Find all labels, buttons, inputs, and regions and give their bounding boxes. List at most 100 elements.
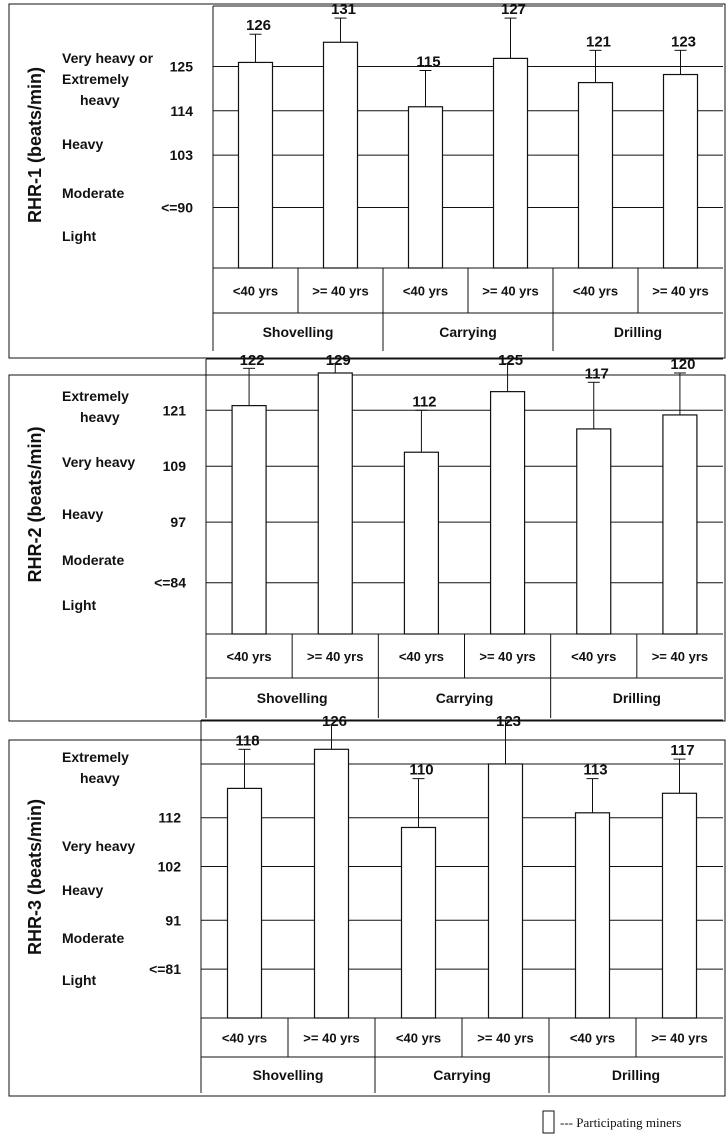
- legend: --- Participating miners: [543, 1111, 681, 1133]
- data-label: 129: [326, 352, 351, 369]
- bar: [404, 452, 438, 634]
- chart-panel-2: RHR-2 (beats/min) <=84 97 109 121 Light Modera…: [9, 352, 725, 721]
- data-label: 123: [671, 33, 696, 50]
- category-label: <40 yrs: [233, 284, 278, 299]
- category-label: <40 yrs: [222, 1031, 267, 1046]
- bar: [489, 764, 523, 1018]
- category-label: <40 yrs: [570, 1031, 615, 1046]
- legend-swatch: [543, 1111, 554, 1133]
- bar: [663, 793, 697, 1018]
- legend-label: --- Participating miners: [560, 1115, 681, 1130]
- group-label: Carrying: [439, 324, 497, 340]
- chart-panel-3: RHR-3 (beats/min) <=81 91 102 112 Light Modera…: [9, 713, 725, 1096]
- bar: [402, 827, 436, 1018]
- category-label: <40 yrs: [396, 1031, 441, 1046]
- y-axis-label: RHR-3 (beats/min): [25, 799, 45, 955]
- category-label: >= 40 yrs: [312, 284, 368, 299]
- threshold-label: 112: [158, 810, 181, 826]
- group-label: Carrying: [436, 690, 494, 706]
- data-label: 117: [670, 742, 694, 759]
- zone-label: Moderate: [62, 185, 124, 201]
- group-label: Shovelling: [257, 690, 328, 706]
- y-axis-label: RHR-2 (beats/min): [25, 426, 45, 582]
- zone-label: Heavy: [62, 136, 103, 152]
- group-label: Drilling: [612, 1067, 660, 1083]
- category-label: >= 40 yrs: [652, 649, 708, 664]
- zone-label: Heavy: [62, 882, 103, 898]
- data-label: 126: [322, 713, 347, 730]
- group-label: Shovelling: [263, 324, 334, 340]
- bar: [318, 373, 352, 634]
- category-label: >= 40 yrs: [477, 1031, 533, 1046]
- threshold-label: <=90: [161, 200, 193, 216]
- category-label: >= 40 yrs: [307, 649, 363, 664]
- group-label: Carrying: [433, 1067, 491, 1083]
- threshold-label: 109: [163, 458, 187, 474]
- threshold-label: 121: [163, 402, 187, 418]
- data-label: 115: [416, 53, 440, 70]
- data-label: 113: [583, 762, 607, 779]
- bar: [232, 406, 266, 634]
- data-label: 117: [585, 365, 609, 382]
- category-label: >= 40 yrs: [482, 284, 538, 299]
- threshold-label: 91: [165, 912, 181, 928]
- data-label: 126: [246, 17, 271, 34]
- data-label: 110: [409, 762, 433, 779]
- data-label: 121: [586, 33, 611, 50]
- category-label: <40 yrs: [399, 649, 444, 664]
- data-label: 127: [501, 1, 526, 18]
- bar: [409, 107, 443, 268]
- category-label: <40 yrs: [571, 649, 616, 664]
- threshold-label: 114: [170, 103, 193, 119]
- bar: [491, 392, 525, 634]
- zone-label: Light: [62, 228, 97, 244]
- zone-label: Heavy: [62, 506, 103, 522]
- category-label: <40 yrs: [573, 284, 618, 299]
- category-label: <40 yrs: [226, 649, 271, 664]
- bar: [324, 42, 358, 268]
- panel-frame: [9, 740, 725, 1096]
- zone-label: Light: [62, 972, 97, 988]
- threshold-label: <=81: [149, 961, 181, 977]
- group-label: Shovelling: [253, 1067, 324, 1083]
- data-label: 112: [412, 393, 436, 410]
- threshold-label: 125: [170, 58, 194, 74]
- bar: [663, 415, 697, 634]
- category-label: >= 40 yrs: [651, 1031, 707, 1046]
- threshold-label: 97: [170, 514, 186, 530]
- bar: [228, 788, 262, 1018]
- category-label: >= 40 yrs: [303, 1031, 359, 1046]
- panel-frame: [9, 375, 725, 721]
- threshold-label: <=84: [154, 575, 186, 591]
- group-label: Drilling: [614, 324, 662, 340]
- category-label: <40 yrs: [403, 284, 448, 299]
- data-label: 125: [498, 352, 523, 369]
- bar: [315, 749, 349, 1018]
- zone-label: Very heavy: [62, 454, 135, 470]
- zone-label: Moderate: [62, 930, 124, 946]
- data-label: 123: [496, 713, 521, 730]
- zone-label: Extremely heavy: [62, 388, 129, 425]
- data-label: 118: [235, 732, 259, 749]
- zone-label: Extremely heavy: [62, 749, 129, 786]
- data-label: 131: [331, 1, 356, 18]
- bar: [577, 429, 611, 634]
- category-label: >= 40 yrs: [479, 649, 535, 664]
- zone-label: Very heavy: [62, 838, 135, 854]
- threshold-label: 103: [170, 147, 194, 163]
- bar: [579, 83, 613, 268]
- zone-label: Light: [62, 597, 97, 613]
- zone-label: Moderate: [62, 552, 124, 568]
- bar: [494, 58, 528, 268]
- bar: [664, 75, 698, 268]
- data-label: 122: [240, 352, 265, 369]
- y-axis-label: RHR-1 (beats/min): [25, 67, 45, 223]
- bar: [576, 813, 610, 1018]
- group-label: Drilling: [613, 690, 661, 706]
- chart-panel-1: RHR-1 (beats/min) <=90 103 114 125 Light Moder…: [9, 1, 725, 358]
- data-label: 120: [670, 356, 695, 373]
- zone-label: Very heavy or Extremely heavy: [62, 50, 154, 108]
- bar: [239, 62, 273, 268]
- category-label: >= 40 yrs: [652, 284, 708, 299]
